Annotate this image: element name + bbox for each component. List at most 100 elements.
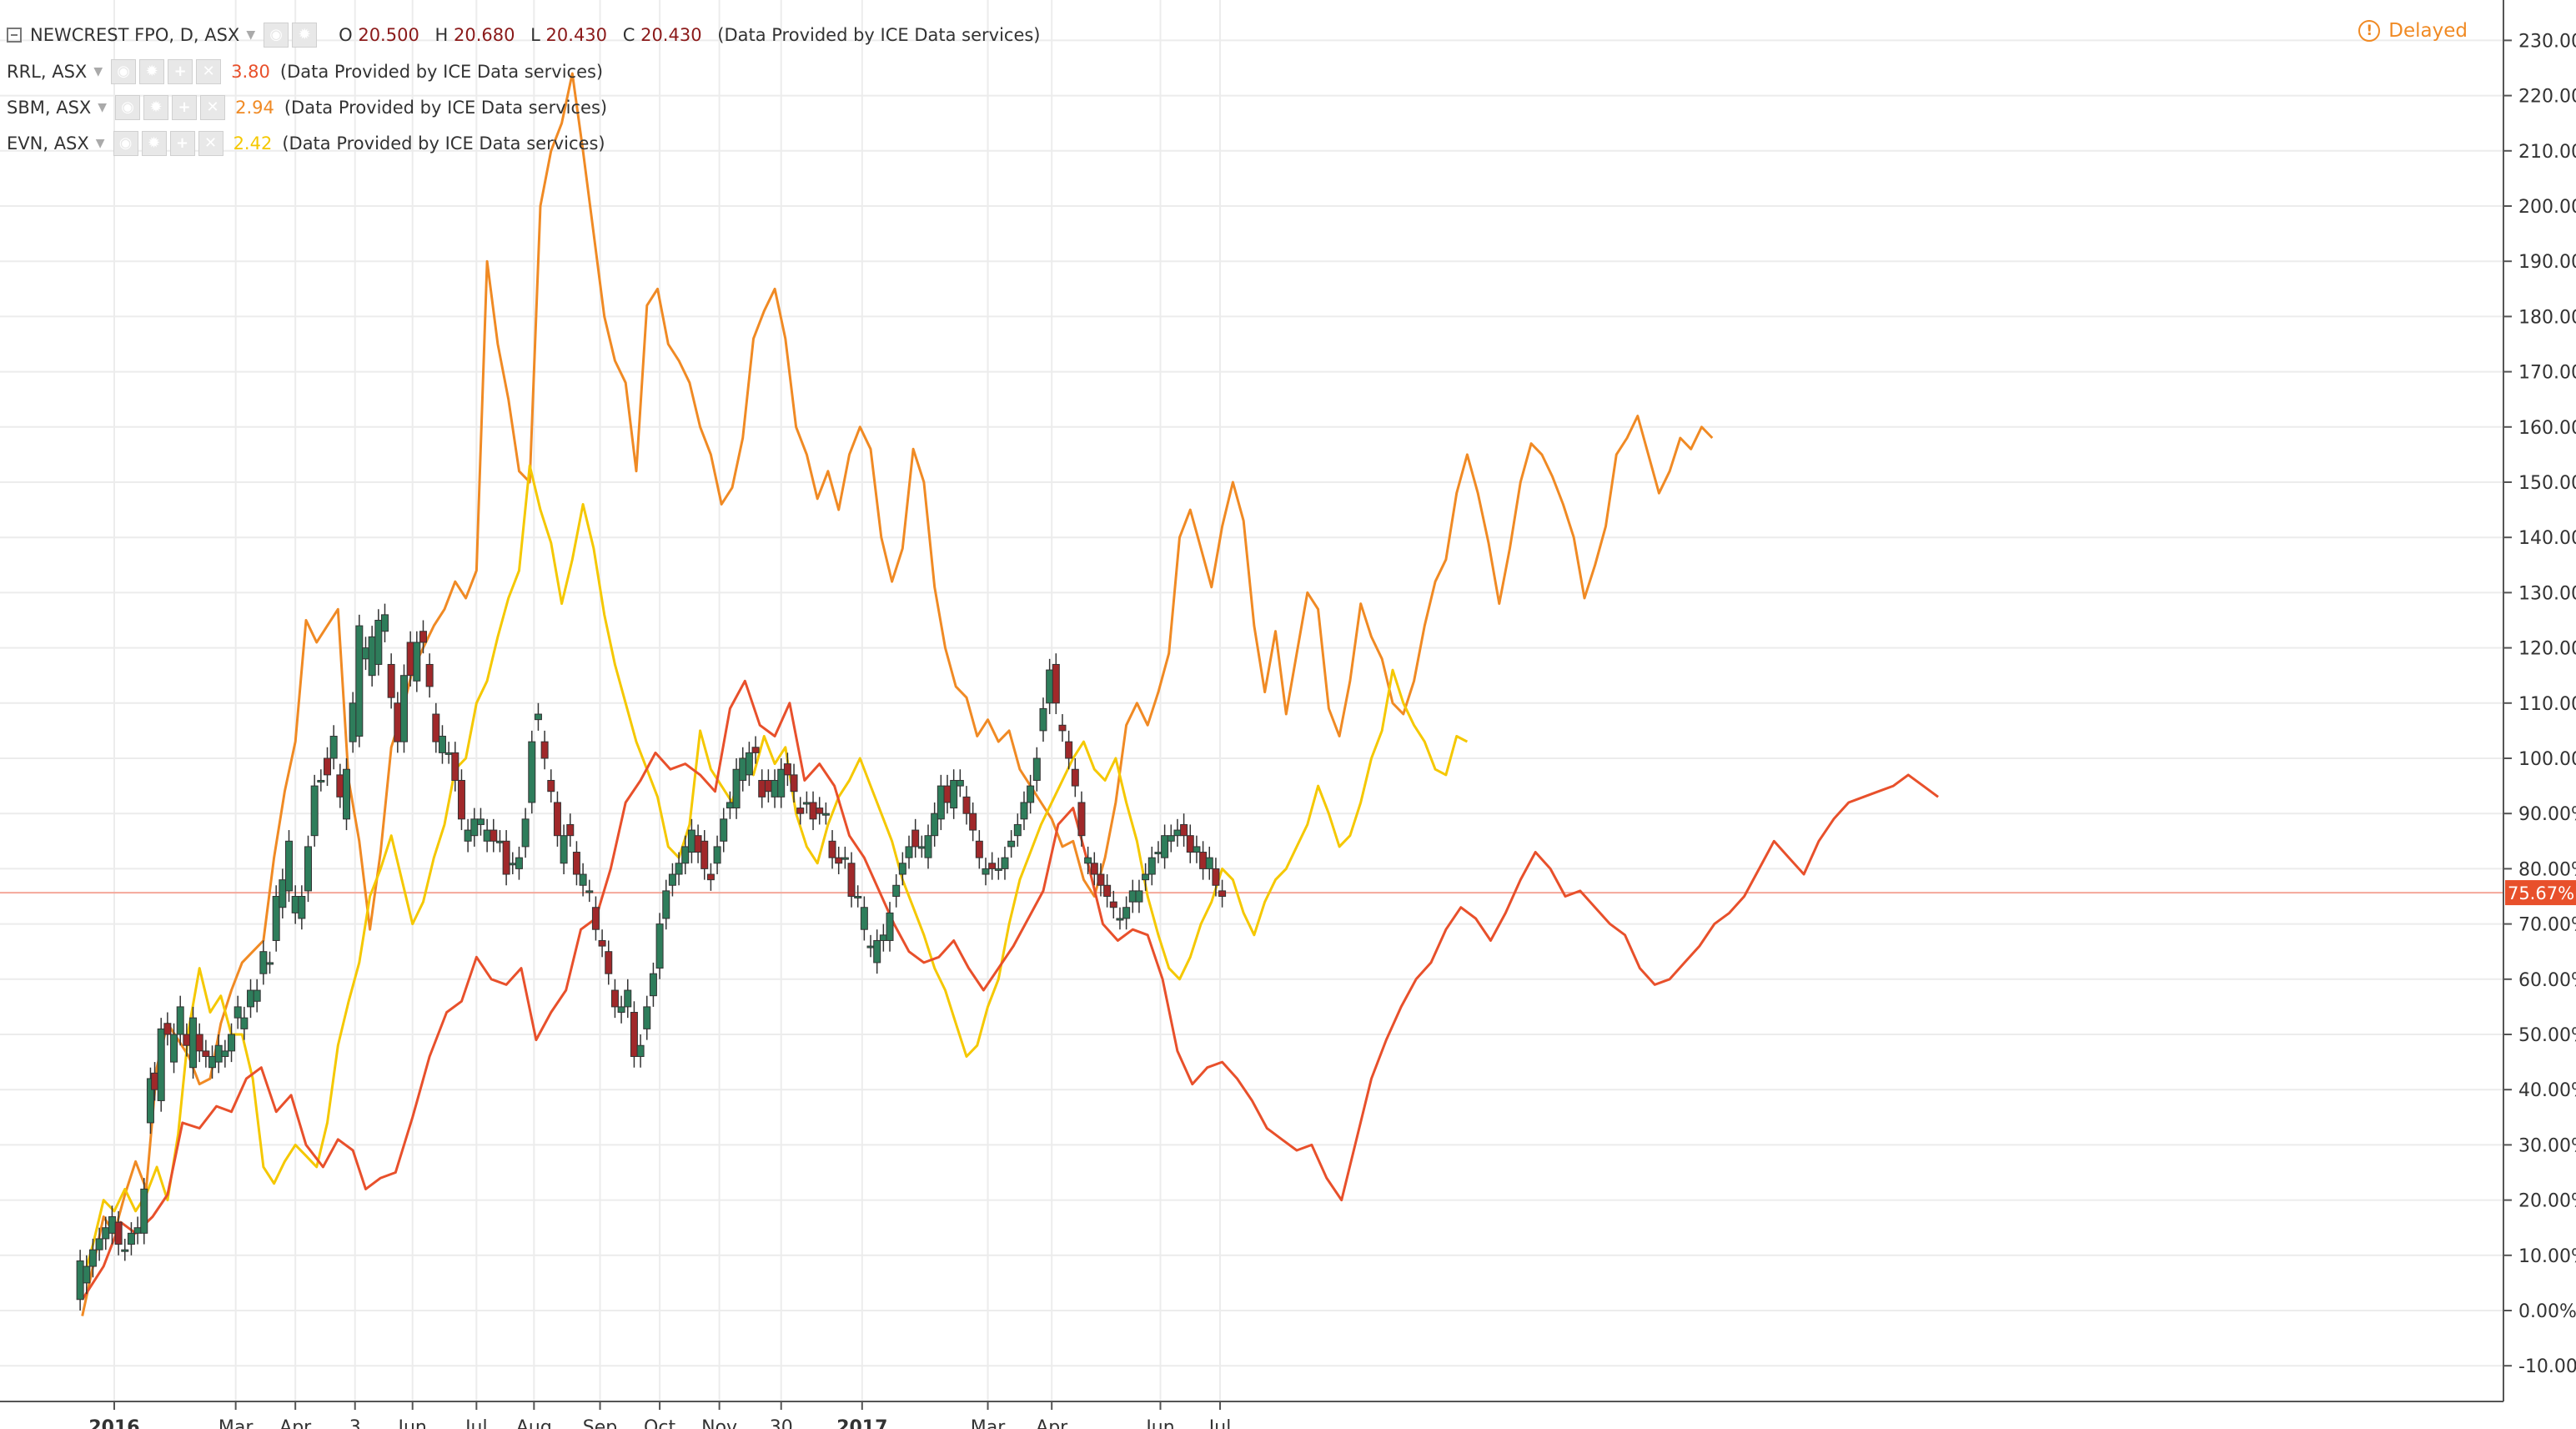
candle-body (253, 989, 261, 1002)
candle-body (291, 896, 299, 913)
candle-body (1154, 852, 1162, 855)
candle-body (873, 939, 881, 964)
y-tick-label: 100.00% (2518, 749, 2576, 770)
candle-body (988, 863, 997, 869)
candle-body (279, 879, 287, 908)
x-tick-label: Apr (279, 1417, 312, 1429)
close-icon[interactable]: ✕ (196, 59, 222, 84)
close-icon[interactable]: ✕ (198, 131, 223, 156)
gear-icon[interactable]: ✹ (139, 59, 165, 84)
chevron-down-icon[interactable]: ▼ (93, 65, 103, 78)
y-tick-label: 140.00% (2518, 528, 2576, 549)
candle-body (495, 840, 504, 843)
y-tick-label: 200.00% (2518, 197, 2576, 218)
evn-line (81, 464, 1469, 1284)
candle-body (675, 863, 683, 875)
eye-icon[interactable]: ◉ (111, 59, 137, 84)
eye-icon[interactable]: ◉ (113, 131, 138, 156)
candle-body (905, 846, 913, 858)
candle-body (336, 774, 344, 798)
candle-body (751, 747, 760, 753)
candle-body (560, 835, 568, 864)
candle-body (579, 873, 587, 886)
x-tick-label: Nov (701, 1417, 737, 1429)
candle-body (1046, 669, 1054, 704)
legend-rrl[interactable]: RRL, ASX ▼ ◉ ✹ + ✕ 3.80 (Data Provided by ICE D… (7, 55, 603, 88)
candle-body (1097, 873, 1105, 886)
series-source: (Data Provided by ICE Data services) (284, 98, 608, 118)
close-icon[interactable]: ✕ (200, 95, 226, 120)
y-tick-label: 120.00% (2518, 639, 2576, 660)
plus-icon[interactable]: + (169, 131, 195, 156)
candle-body (585, 890, 594, 893)
candle-body (828, 840, 836, 858)
candle-body (540, 741, 549, 759)
candle-body (1212, 868, 1220, 886)
candle-body (1128, 890, 1137, 903)
candle-body (528, 741, 536, 803)
main-symbol[interactable]: NEWCREST FPO, D, ASX (30, 25, 240, 45)
eye-icon[interactable]: ◉ (115, 95, 141, 120)
series-source: (Data Provided by ICE Data services) (279, 62, 604, 82)
candle-body (732, 768, 741, 809)
candle-body (476, 818, 485, 825)
candle-body (387, 663, 395, 698)
candle-body (1013, 823, 1022, 837)
candle-body (630, 1012, 638, 1057)
gear-icon[interactable]: ✹ (292, 23, 318, 48)
candle-body (720, 818, 728, 842)
gear-icon[interactable]: ✹ (141, 131, 167, 156)
y-tick-label: 190.00% (2518, 252, 2576, 273)
candle-body (898, 863, 906, 875)
legend-sbm[interactable]: SBM, ASX ▼ ◉ ✹ + ✕ 2.94 (Data Provided by ICE D… (7, 91, 607, 124)
series-symbol[interactable]: EVN, ASX (7, 133, 89, 153)
candle-body (304, 846, 313, 892)
price-axis[interactable]: -10.00% 0.00% 10.00% 20.00% 30.00% 40.00% 50.0… (2503, 0, 2576, 1401)
eye-icon[interactable]: ◉ (264, 23, 289, 48)
candle-body (329, 736, 338, 759)
candle-body (841, 857, 849, 860)
candle-body (95, 1238, 103, 1250)
candle-body (917, 846, 926, 849)
candle-body (835, 857, 843, 864)
candle-body (975, 840, 983, 858)
candle-body (796, 808, 805, 814)
x-tick-label: Mar (218, 1417, 254, 1429)
candle-body (133, 1227, 142, 1234)
gear-icon[interactable]: ✹ (143, 95, 169, 120)
candle-body (969, 813, 977, 831)
candle-body (406, 642, 414, 677)
delayed-badge[interactable]: ! Delayed (2358, 20, 2468, 42)
legend-evn[interactable]: EVN, ASX ▼ ◉ ✹ + ✕ 2.42 (Data Provided by ICE D… (7, 127, 605, 160)
time-axis[interactable]: 2016 Mar Apr 3 Jun Jul Aug Sep Oct Nov 30 2017 Mar Ap… (0, 1401, 2503, 1429)
chevron-down-icon[interactable]: ▼ (246, 28, 256, 42)
plus-icon[interactable]: + (168, 59, 193, 84)
candle-body (790, 774, 798, 792)
y-tick-label: 90.00% (2518, 804, 2576, 825)
candle-body (509, 863, 517, 866)
candle-body (317, 779, 325, 782)
chevron-down-icon[interactable]: ▼ (95, 137, 105, 150)
series-value: 2.94 (235, 98, 274, 118)
candle-body (1090, 863, 1098, 875)
chevron-down-icon[interactable]: ▼ (98, 101, 108, 114)
candle-body (924, 835, 932, 858)
candle-body (694, 835, 702, 853)
candle-body (464, 829, 472, 842)
legend-main[interactable]: NEWCREST FPO, D, ASX ▼ ◉ ✹ O 20.500 H 20… (7, 18, 1041, 52)
candle-body (1167, 835, 1175, 842)
series-symbol[interactable]: RRL, ASX (7, 62, 88, 82)
x-tick-label: Aug (516, 1417, 552, 1429)
candle-body (451, 752, 459, 781)
candle-body (247, 989, 255, 1008)
candle-body (1084, 857, 1092, 864)
collapse-icon[interactable] (7, 28, 22, 43)
plus-icon[interactable]: + (172, 95, 198, 120)
candle-body (617, 1006, 625, 1014)
candle-body (374, 620, 383, 665)
x-tick-label: Jun (397, 1417, 427, 1429)
candle-body (157, 1028, 165, 1101)
y-tick-label: 80.00% (2518, 859, 2576, 880)
series-symbol[interactable]: SBM, ASX (7, 98, 92, 118)
